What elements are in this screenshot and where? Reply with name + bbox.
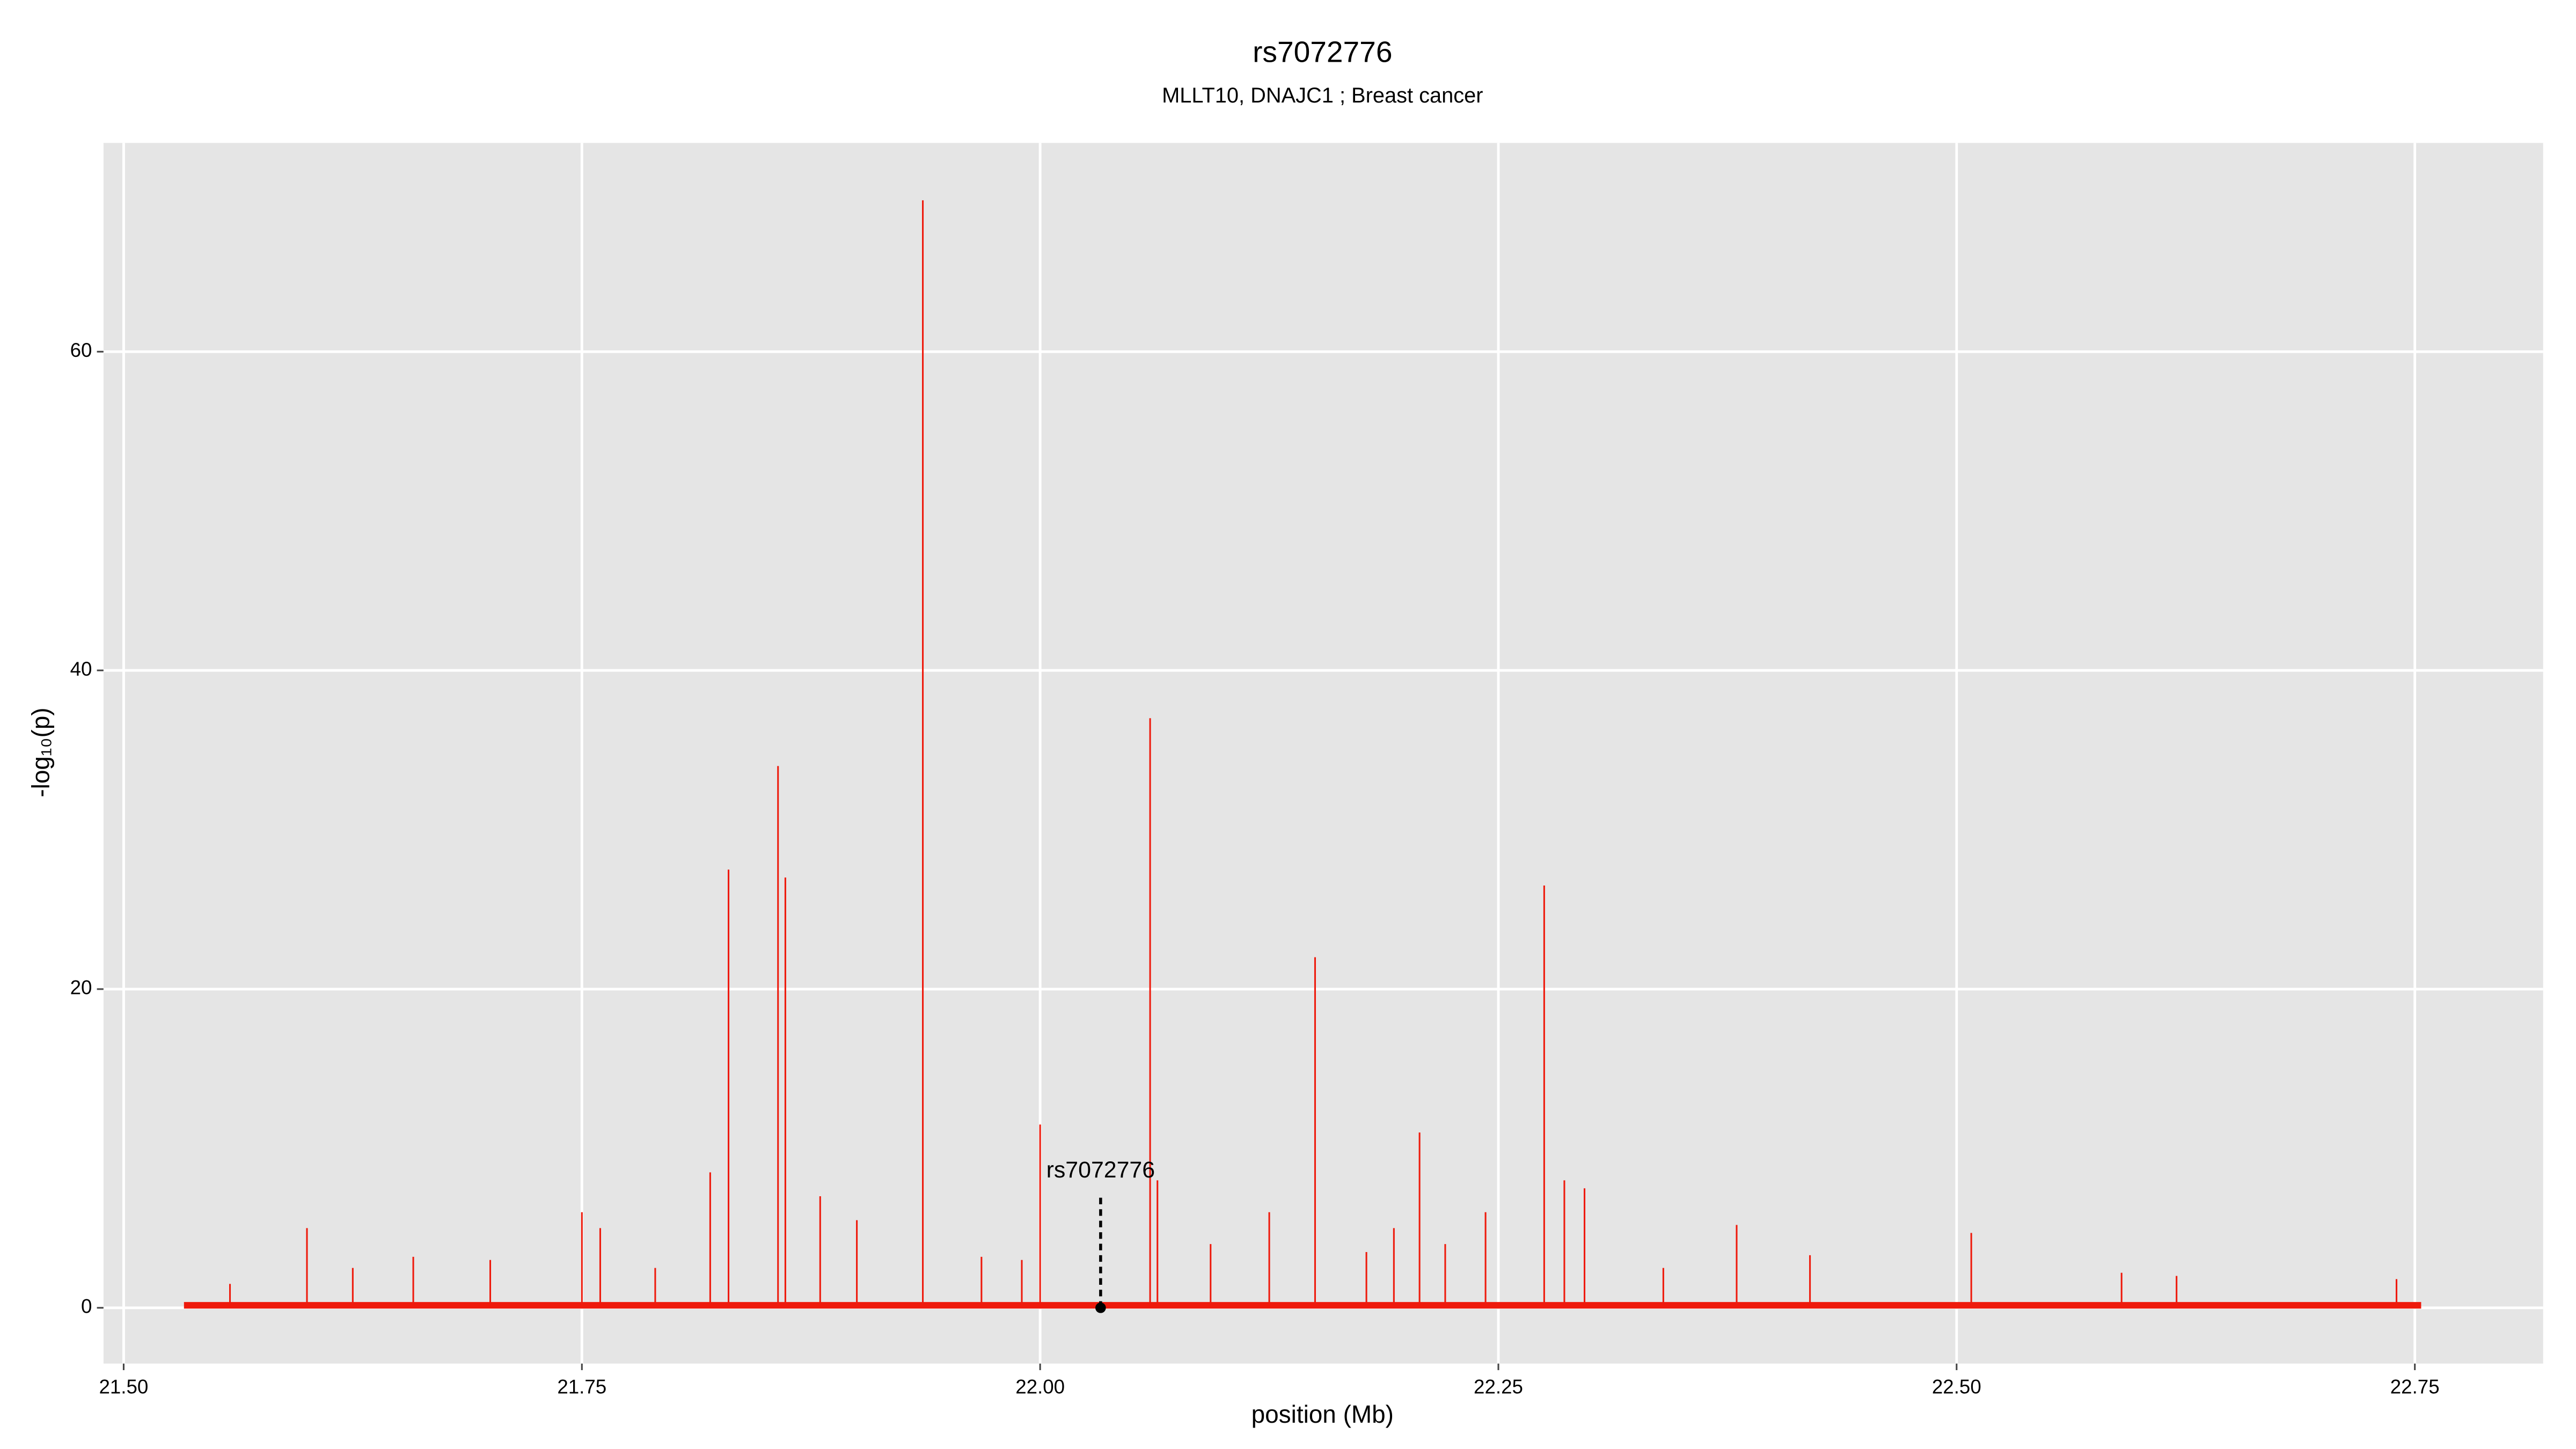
x-tick-label: 22.75 bbox=[2390, 1375, 2440, 1397]
x-tick-label: 22.50 bbox=[1932, 1375, 1981, 1397]
annotation-point bbox=[1095, 1302, 1106, 1313]
y-tick-label: 0 bbox=[81, 1296, 92, 1318]
plot-panel bbox=[103, 143, 2543, 1364]
x-tick-label: 21.50 bbox=[99, 1375, 148, 1397]
x-tick-label: 22.00 bbox=[1015, 1375, 1065, 1397]
chart-subtitle: MLLT10, DNAJC1 ; Breast cancer bbox=[1162, 84, 1483, 107]
y-tick-label: 20 bbox=[70, 977, 92, 999]
y-axis-label: -log₁₀(p) bbox=[27, 707, 55, 797]
y-tick-label: 40 bbox=[70, 658, 92, 680]
y-tick-label: 60 bbox=[70, 339, 92, 361]
chart-title: rs7072776 bbox=[1253, 35, 1392, 69]
x-tick-label: 22.25 bbox=[1474, 1375, 1523, 1397]
x-tick-label: 21.75 bbox=[557, 1375, 606, 1397]
annotation-label: rs7072776 bbox=[1046, 1157, 1155, 1183]
x-axis-label: position (Mb) bbox=[1252, 1400, 1394, 1428]
